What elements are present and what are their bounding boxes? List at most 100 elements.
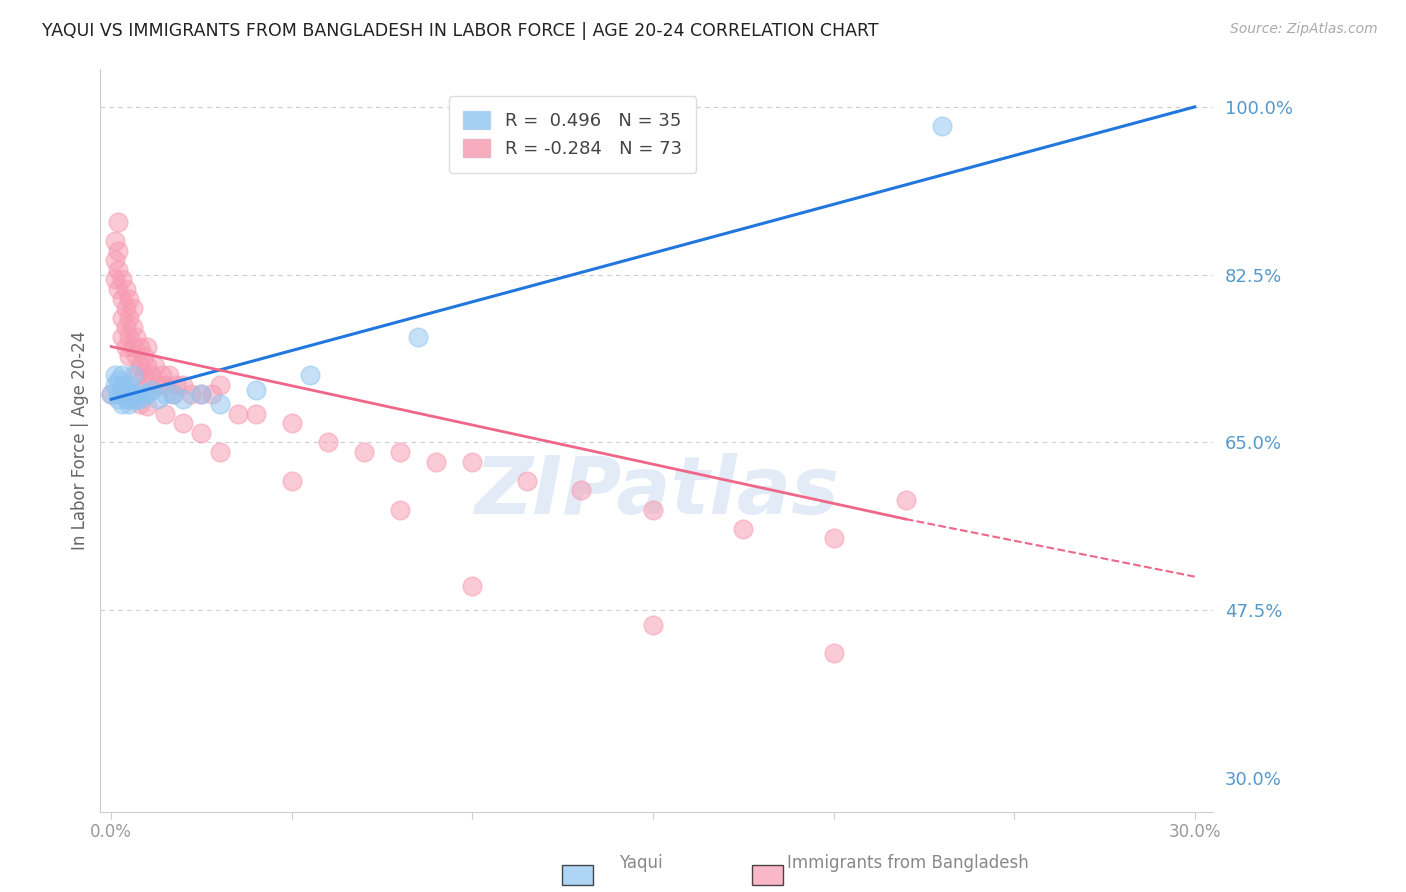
Point [162,387,184,401]
Point [111,397,134,411]
Point [111,377,134,392]
Point [136,387,159,401]
Point [155,407,177,421]
Text: ZIPatlas: ZIPatlas [474,453,839,531]
Point [118,349,141,363]
Point [125,330,148,344]
Point [155,377,177,392]
Point [150,368,173,383]
Point [208,445,231,459]
Point [129,392,152,407]
Point [353,445,375,459]
Point [190,387,212,401]
Point [823,646,845,660]
Point [245,407,267,421]
Point [129,397,152,411]
Point [114,387,136,401]
Point [118,292,141,306]
Point [136,340,159,354]
Point [104,368,127,383]
Point [114,301,136,316]
Point [245,383,267,397]
Point [118,377,141,392]
Point [125,387,148,401]
Point [281,474,304,488]
Point [104,272,127,286]
Point [111,310,134,325]
Point [569,483,592,498]
Point [180,387,202,401]
Text: Source: ZipAtlas.com: Source: ZipAtlas.com [1230,22,1378,37]
Point [118,397,141,411]
Point [132,387,155,401]
Point [114,392,136,407]
Point [894,492,917,507]
Y-axis label: In Labor Force | Age 20-24: In Labor Force | Age 20-24 [72,330,89,549]
Point [172,377,194,392]
Legend: R =  0.496   N = 35, R = -0.284   N = 73: R = 0.496 N = 35, R = -0.284 N = 73 [449,96,696,173]
Point [226,407,249,421]
Point [118,310,141,325]
Point [931,119,953,133]
Point [104,234,127,248]
Point [201,387,224,401]
Point [132,368,155,383]
Point [641,617,664,632]
Point [132,349,155,363]
Point [107,392,129,407]
Point [461,454,484,468]
Point [114,340,136,354]
Point [129,340,152,354]
Point [461,579,484,593]
Point [107,244,129,258]
Point [136,359,159,373]
Point [136,399,159,413]
Point [208,397,231,411]
Point [114,282,136,296]
Point [111,272,134,286]
Point [107,387,129,401]
Text: Yaqui: Yaqui [619,855,662,872]
Point [121,320,143,334]
Point [139,383,162,397]
Point [146,392,169,407]
Point [190,425,212,440]
Text: Immigrants from Bangladesh: Immigrants from Bangladesh [787,855,1029,872]
Point [146,377,169,392]
Point [118,392,141,407]
Point [823,531,845,545]
Text: YAQUI VS IMMIGRANTS FROM BANGLADESH IN LABOR FORCE | AGE 20-24 CORRELATION CHART: YAQUI VS IMMIGRANTS FROM BANGLADESH IN L… [42,22,879,40]
Point [641,502,664,516]
Point [190,387,212,401]
Point [281,416,304,430]
Point [129,359,152,373]
Point [172,392,194,407]
Point [125,392,148,407]
Point [111,368,134,383]
Point [155,387,177,401]
Point [121,387,143,401]
Point [121,301,143,316]
Point [107,263,129,277]
Point [100,387,122,401]
Point [104,377,127,392]
Point [121,340,143,354]
Point [111,387,134,401]
Point [157,368,180,383]
Point [425,454,447,468]
Point [121,392,143,407]
Point [136,377,159,392]
Point [143,359,166,373]
Point [107,215,129,229]
Point [114,320,136,334]
Point [107,282,129,296]
Point [172,416,194,430]
Point [107,373,129,387]
Point [165,377,187,392]
Point [100,387,122,401]
Point [111,387,134,401]
Point [139,368,162,383]
Point [406,330,429,344]
Point [389,502,412,516]
Point [118,387,141,401]
